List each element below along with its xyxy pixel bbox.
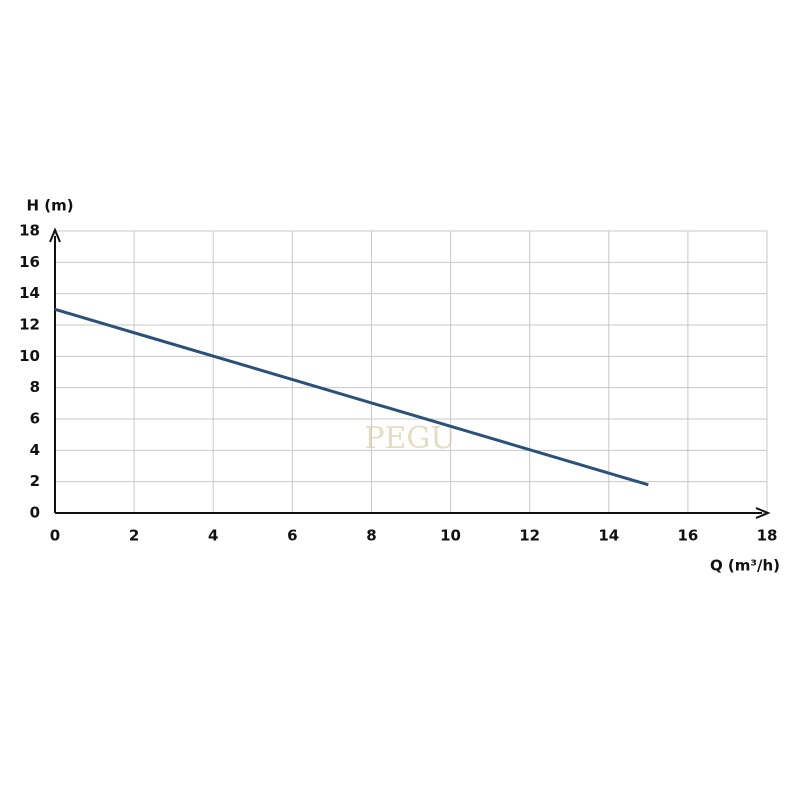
y-axis-label: H (m) xyxy=(26,197,73,215)
y-tick-label: 8 xyxy=(30,378,40,396)
y-tick-label: 10 xyxy=(19,347,40,365)
y-tick-label: 16 xyxy=(19,253,40,271)
x-tick-label: 12 xyxy=(519,527,540,545)
data-line xyxy=(54,307,649,487)
x-tick-label: 14 xyxy=(598,527,619,545)
x-tick-label: 18 xyxy=(757,527,778,545)
plot xyxy=(54,230,768,514)
y-tick-label: 12 xyxy=(19,316,40,334)
y-tick-label: 18 xyxy=(19,222,40,240)
x-tick-label: 10 xyxy=(440,527,461,545)
x-tick-label: 0 xyxy=(50,527,60,545)
y-tick-label: 6 xyxy=(30,410,40,428)
x-arrow xyxy=(755,507,771,519)
y-tick-label: 4 xyxy=(30,441,40,459)
x-tick-label: 6 xyxy=(287,527,297,545)
y-arrow xyxy=(49,227,61,243)
x-tick-label: 8 xyxy=(366,527,376,545)
y-tick-label: 2 xyxy=(30,472,40,490)
x-tick-label: 2 xyxy=(129,527,139,545)
x-axis-label: Q (m³/h) xyxy=(710,557,780,575)
y-tick-label: 14 xyxy=(19,284,40,302)
x-tick-label: 4 xyxy=(208,527,218,545)
y-tick-label: 0 xyxy=(30,504,40,522)
x-tick-label: 16 xyxy=(677,527,698,545)
